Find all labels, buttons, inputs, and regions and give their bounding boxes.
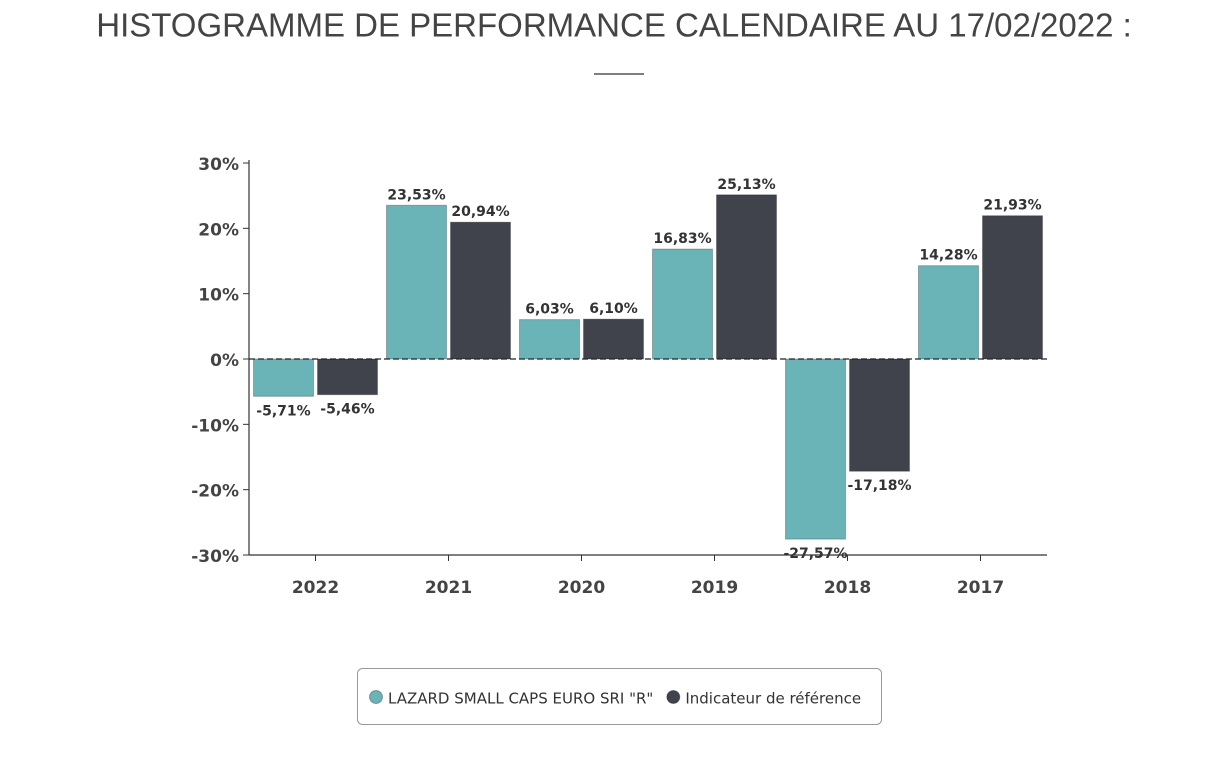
y-tick-label: 10% — [198, 286, 239, 306]
y-tick-label: -30% — [191, 547, 239, 567]
x-tick-label: 2017 — [957, 578, 1004, 598]
bar — [849, 358, 910, 472]
x-tick-label: 2022 — [292, 578, 339, 598]
value-label: 14,28% — [919, 248, 977, 264]
x-tick-label: 2020 — [558, 578, 605, 598]
bar — [450, 221, 511, 360]
value-label: -17,18% — [847, 478, 911, 494]
bar — [317, 358, 378, 396]
bar — [716, 194, 777, 360]
value-label: -5,71% — [256, 403, 310, 419]
value-label: 6,03% — [525, 302, 574, 318]
y-tick-label: -10% — [191, 416, 239, 436]
value-label: 6,10% — [589, 301, 638, 317]
y-tick-label: -20% — [191, 482, 239, 502]
x-tick-label: 2019 — [691, 578, 738, 598]
y-tick-label: 20% — [198, 220, 239, 240]
chart-title: HISTOGRAMME DE PERFORMANCE CALENDAIRE AU… — [96, 7, 1132, 44]
bar — [785, 358, 846, 540]
value-label: 25,13% — [717, 177, 775, 193]
bar — [386, 204, 447, 360]
legend-label: Indicateur de référence — [685, 690, 861, 708]
x-tick-label: 2021 — [425, 578, 472, 598]
legend-marker — [666, 690, 681, 704]
legend-label: LAZARD SMALL CAPS EURO SRI "R" — [388, 690, 653, 708]
bar — [583, 318, 644, 360]
bar — [519, 319, 580, 360]
value-label: 16,83% — [653, 231, 711, 247]
y-tick-label: 30% — [198, 155, 239, 175]
bar — [982, 215, 1043, 360]
value-label: 21,93% — [983, 198, 1041, 214]
bar — [652, 248, 713, 360]
value-label: -5,46% — [320, 402, 374, 418]
value-label: 20,94% — [451, 204, 509, 220]
x-tick-label: 2018 — [824, 578, 871, 598]
value-label: -27,57% — [783, 546, 847, 562]
y-tick-label: 0% — [210, 351, 239, 371]
bar — [918, 265, 979, 360]
legend-marker — [369, 690, 383, 704]
value-label: 23,53% — [387, 187, 445, 203]
legend-box — [357, 668, 882, 725]
bar — [253, 358, 314, 397]
